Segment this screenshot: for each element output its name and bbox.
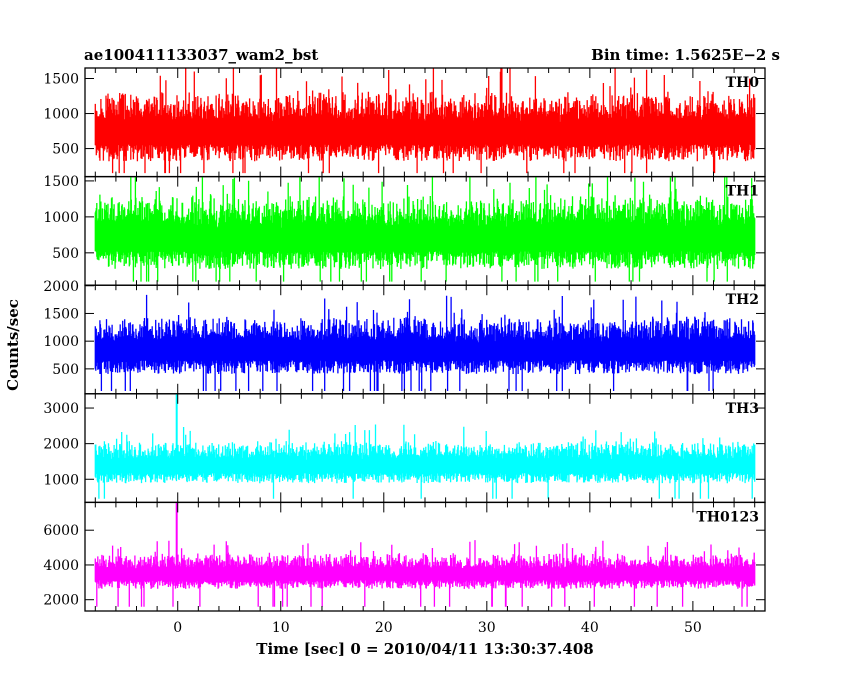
x-tick-label: 50 <box>684 620 702 636</box>
y-tick-label: 6000 <box>43 523 79 539</box>
series-th3 <box>94 424 756 499</box>
y-tick-label: 1000 <box>43 210 79 226</box>
y-tick-label: 500 <box>52 142 79 158</box>
y-tick-label: 3000 <box>43 401 79 417</box>
series-th2 <box>94 294 756 391</box>
panel-th1: 500 1000 1500 TH1 <box>43 174 766 286</box>
x-tick-label: 0 <box>173 620 182 636</box>
x-tick-label: 20 <box>375 620 393 636</box>
series-th2-group <box>94 294 756 391</box>
bin-time-label: Bin time: 1.5625E−2 s <box>591 46 780 64</box>
panel-label: TH3 <box>726 401 759 417</box>
y-tick-label: 500 <box>52 362 79 378</box>
x-axis-label: Time [sec] 0 = 2010/04/11 13:30:37.408 <box>256 640 593 658</box>
chart-title: ae100411133037_wam2_bst <box>84 46 318 64</box>
y-tick-label: 1500 <box>43 306 79 322</box>
panel-label: TH1 <box>726 184 759 200</box>
series-th0123-group <box>94 502 756 607</box>
series-th0 <box>94 68 756 174</box>
y-tick-label: 1500 <box>43 174 79 190</box>
y-tick-label: 1000 <box>43 472 79 488</box>
panel-th0: 500 1000 1500 TH0 <box>43 67 766 178</box>
y-tick-label: 2000 <box>43 437 79 453</box>
y-tick-label: 1500 <box>43 72 79 88</box>
series-th0123 <box>94 540 756 607</box>
panel-label: TH0 <box>726 75 760 91</box>
y-tick-label: 4000 <box>43 558 79 574</box>
panel-label: TH2 <box>726 292 759 308</box>
series-th3-group <box>94 393 756 499</box>
panel-th3: 1000 2000 3000 TH3 <box>43 393 766 504</box>
panel-label: TH0123 <box>696 509 759 525</box>
y-tick-label: 2000 <box>43 279 79 295</box>
series-th1 <box>94 176 756 282</box>
x-tick-label: 30 <box>478 620 496 636</box>
series-th0-group <box>94 68 756 174</box>
series-th1-group <box>94 176 756 282</box>
y-tick-label: 1000 <box>43 334 79 350</box>
y-axis-label: Counts/sec <box>4 299 22 391</box>
x-tick-label: 10 <box>272 620 290 636</box>
y-tick-label: 1000 <box>43 107 79 123</box>
y-tick-label: 2000 <box>43 593 79 609</box>
panel-th0123: 2000 4000 6000 TH0123 <box>43 501 766 612</box>
x-tick-label: 40 <box>581 620 599 636</box>
panel-th2: 500 1000 1500 2000 TH2 <box>43 279 766 395</box>
y-tick-label: 500 <box>52 246 79 262</box>
